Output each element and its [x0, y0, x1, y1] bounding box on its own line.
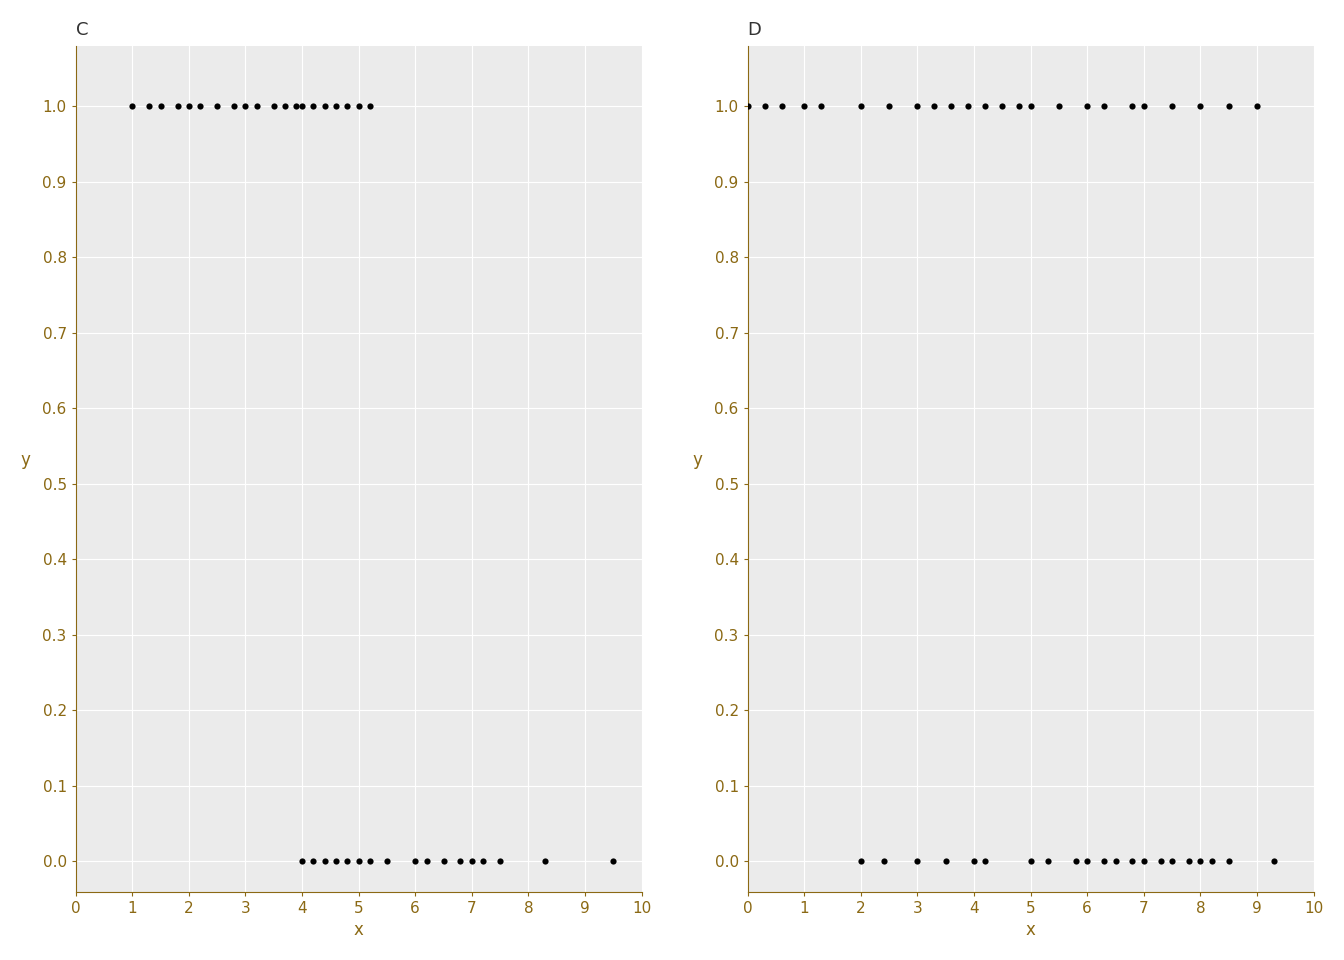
- Point: [771, 99, 793, 114]
- Point: [974, 99, 996, 114]
- Point: [359, 99, 380, 114]
- Point: [274, 99, 296, 114]
- Point: [179, 99, 200, 114]
- Point: [754, 99, 775, 114]
- Point: [1020, 99, 1042, 114]
- Point: [246, 99, 267, 114]
- Point: [851, 853, 872, 869]
- Point: [1189, 853, 1211, 869]
- X-axis label: x: x: [353, 922, 364, 939]
- Point: [348, 99, 370, 114]
- Point: [958, 99, 980, 114]
- Point: [336, 99, 358, 114]
- Point: [359, 853, 380, 869]
- Point: [1094, 99, 1116, 114]
- Point: [433, 853, 454, 869]
- Point: [992, 99, 1013, 114]
- Point: [292, 99, 313, 114]
- Point: [1133, 99, 1154, 114]
- Point: [121, 99, 142, 114]
- Point: [325, 99, 347, 114]
- Y-axis label: y: y: [694, 451, 703, 468]
- Point: [1105, 853, 1126, 869]
- Point: [302, 99, 324, 114]
- Point: [223, 99, 245, 114]
- X-axis label: x: x: [1025, 922, 1036, 939]
- Text: C: C: [75, 21, 89, 38]
- Point: [450, 853, 472, 869]
- Point: [336, 853, 358, 869]
- Point: [314, 853, 336, 869]
- Point: [1189, 99, 1211, 114]
- Point: [1008, 99, 1030, 114]
- Point: [872, 853, 894, 869]
- Point: [793, 99, 814, 114]
- Point: [1122, 853, 1144, 869]
- Point: [376, 853, 398, 869]
- Point: [1036, 853, 1058, 869]
- Point: [1246, 99, 1267, 114]
- Point: [851, 99, 872, 114]
- Point: [263, 99, 285, 114]
- Point: [1263, 853, 1285, 869]
- Point: [489, 853, 511, 869]
- Point: [879, 99, 900, 114]
- Point: [974, 853, 996, 869]
- Point: [167, 99, 188, 114]
- Point: [472, 853, 493, 869]
- Point: [964, 853, 985, 869]
- Point: [1161, 99, 1183, 114]
- Point: [1020, 853, 1042, 869]
- Text: D: D: [747, 21, 762, 38]
- Point: [415, 853, 437, 869]
- Point: [907, 99, 929, 114]
- Y-axis label: y: y: [22, 451, 31, 468]
- Point: [207, 99, 228, 114]
- Point: [461, 853, 482, 869]
- Point: [1133, 853, 1154, 869]
- Point: [405, 853, 426, 869]
- Point: [302, 853, 324, 869]
- Point: [935, 853, 957, 869]
- Point: [286, 99, 308, 114]
- Point: [1066, 853, 1087, 869]
- Point: [941, 99, 962, 114]
- Point: [1077, 99, 1098, 114]
- Point: [1122, 99, 1144, 114]
- Point: [1161, 853, 1183, 869]
- Point: [1048, 99, 1070, 114]
- Point: [138, 99, 160, 114]
- Point: [314, 99, 336, 114]
- Point: [907, 853, 929, 869]
- Point: [1202, 853, 1223, 869]
- Point: [1150, 853, 1172, 869]
- Point: [737, 99, 758, 114]
- Point: [535, 853, 556, 869]
- Point: [190, 99, 211, 114]
- Point: [810, 99, 832, 114]
- Point: [325, 853, 347, 869]
- Point: [1218, 853, 1239, 869]
- Point: [602, 853, 624, 869]
- Point: [348, 853, 370, 869]
- Point: [1077, 853, 1098, 869]
- Point: [1218, 99, 1239, 114]
- Point: [235, 99, 257, 114]
- Point: [149, 99, 171, 114]
- Point: [1094, 853, 1116, 869]
- Point: [1179, 853, 1200, 869]
- Point: [292, 853, 313, 869]
- Point: [923, 99, 945, 114]
